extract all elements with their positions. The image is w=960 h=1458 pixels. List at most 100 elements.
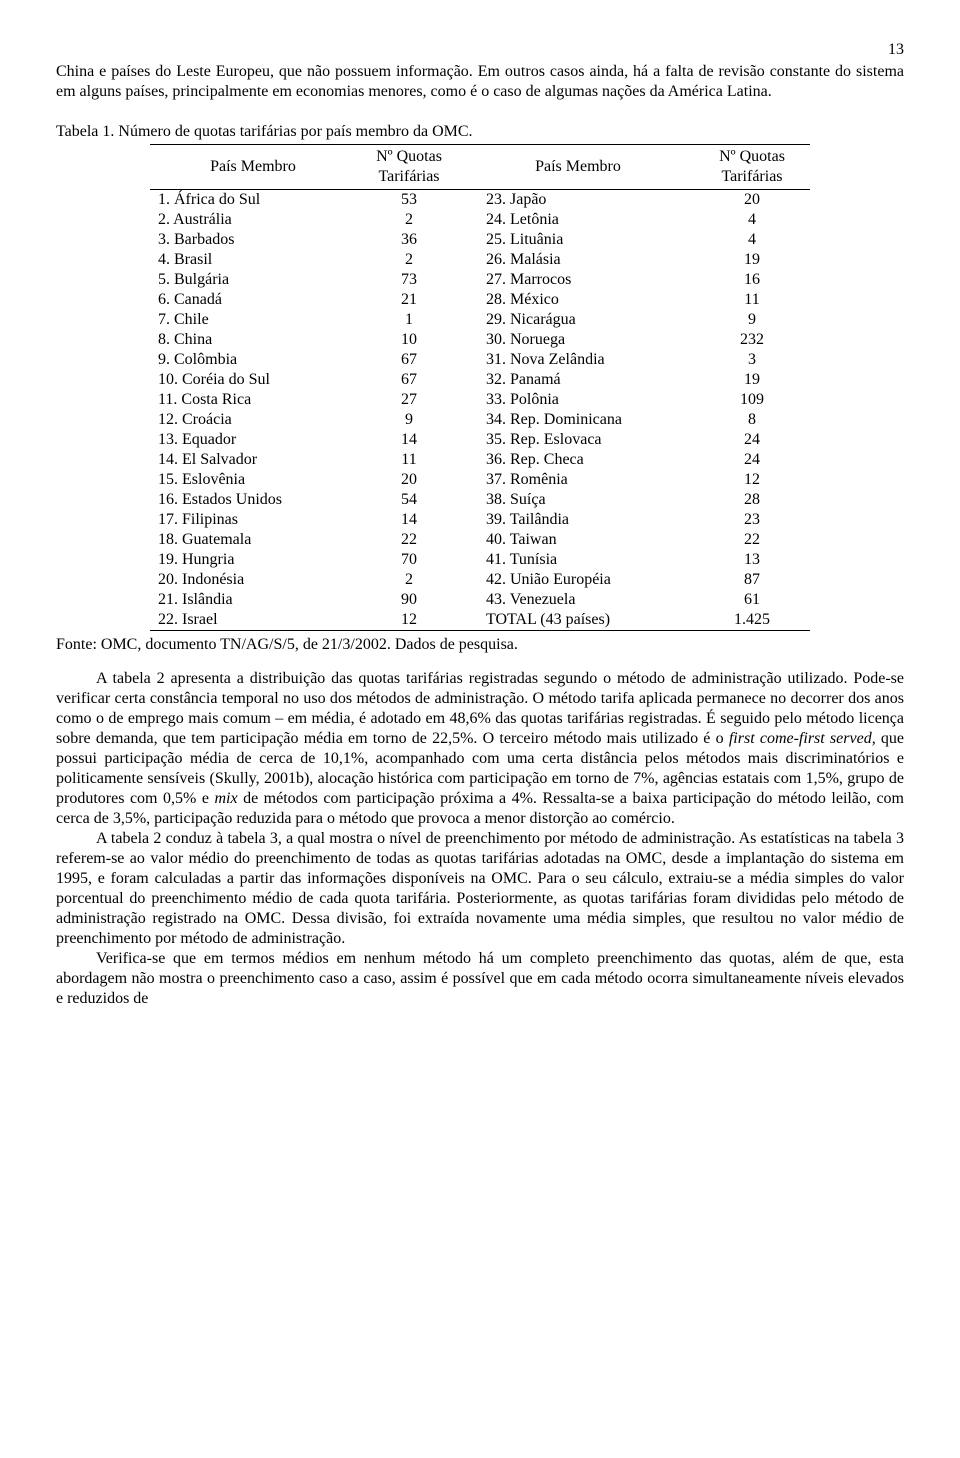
- cell-quota-left: 14: [356, 430, 462, 450]
- cell-quota-left: 12: [356, 610, 462, 631]
- cell-country-left: 12. Croácia: [150, 410, 356, 430]
- cell-quota-right: 87: [694, 570, 810, 590]
- cell-quota-right: 19: [694, 370, 810, 390]
- paragraph-2-em2: mix: [214, 790, 237, 807]
- table-row: 18. Guatemala2240. Taiwan22: [150, 530, 810, 550]
- cell-country-left: 14. El Salvador: [150, 450, 356, 470]
- cell-quota-left: 11: [356, 450, 462, 470]
- cell-quota-left: 20: [356, 470, 462, 490]
- cell-country-left: 10. Coréia do Sul: [150, 370, 356, 390]
- cell-quota-right: 23: [694, 510, 810, 530]
- cell-quota-right: 19: [694, 250, 810, 270]
- cell-country-right: 30. Noruega: [462, 330, 694, 350]
- cell-country-right: 39. Tailândia: [462, 510, 694, 530]
- cell-country-right: 41. Tunísia: [462, 550, 694, 570]
- cell-country-left: 13. Equador: [150, 430, 356, 450]
- cell-country-right: 33. Polônia: [462, 390, 694, 410]
- header-quotas-right-bot: Tarifárias: [702, 167, 802, 187]
- cell-country-left: 5. Bulgária: [150, 270, 356, 290]
- header-quotas-left: Nº Quotas Tarifárias: [356, 145, 462, 190]
- cell-quota-right: 16: [694, 270, 810, 290]
- paragraph-2: A tabela 2 apresenta a distribuição das …: [56, 669, 904, 829]
- cell-quota-left: 10: [356, 330, 462, 350]
- cell-quota-right: 109: [694, 390, 810, 410]
- cell-quota-left: 9: [356, 410, 462, 430]
- cell-quota-left: 36: [356, 230, 462, 250]
- cell-country-right: TOTAL (43 países): [462, 610, 694, 631]
- cell-quota-right: 28: [694, 490, 810, 510]
- cell-country-left: 11. Costa Rica: [150, 390, 356, 410]
- cell-country-right: 38. Suíça: [462, 490, 694, 510]
- cell-quota-left: 21: [356, 290, 462, 310]
- header-quotas-left-top: Nº Quotas: [364, 147, 454, 167]
- cell-quota-left: 70: [356, 550, 462, 570]
- cell-country-left: 22. Israel: [150, 610, 356, 631]
- table-1-body: 1. África do Sul5323. Japão202. Austráli…: [150, 190, 810, 631]
- cell-quota-left: 53: [356, 190, 462, 211]
- cell-quota-left: 27: [356, 390, 462, 410]
- cell-quota-right: 232: [694, 330, 810, 350]
- table-row: 4. Brasil226. Malásia19: [150, 250, 810, 270]
- table-row: 11. Costa Rica2733. Polônia109: [150, 390, 810, 410]
- cell-country-right: 34. Rep. Dominicana: [462, 410, 694, 430]
- cell-country-left: 3. Barbados: [150, 230, 356, 250]
- cell-country-left: 6. Canadá: [150, 290, 356, 310]
- cell-quota-left: 67: [356, 370, 462, 390]
- cell-country-left: 21. Islândia: [150, 590, 356, 610]
- cell-country-left: 4. Brasil: [150, 250, 356, 270]
- cell-quota-left: 2: [356, 210, 462, 230]
- table-row: 8. China1030. Noruega232: [150, 330, 810, 350]
- cell-quota-right: 61: [694, 590, 810, 610]
- cell-quota-right: 4: [694, 230, 810, 250]
- cell-quota-right: 11: [694, 290, 810, 310]
- intro-paragraph: China e países do Leste Europeu, que não…: [56, 62, 904, 102]
- cell-country-right: 24. Letônia: [462, 210, 694, 230]
- cell-country-right: 42. União Européia: [462, 570, 694, 590]
- cell-country-left: 18. Guatemala: [150, 530, 356, 550]
- header-member-left: País Membro: [150, 145, 356, 190]
- cell-country-right: 28. México: [462, 290, 694, 310]
- cell-country-right: 29. Nicarágua: [462, 310, 694, 330]
- cell-country-right: 25. Lituânia: [462, 230, 694, 250]
- table-row: 13. Equador1435. Rep. Eslovaca24: [150, 430, 810, 450]
- cell-quota-right: 1.425: [694, 610, 810, 631]
- table-row: 6. Canadá2128. México11: [150, 290, 810, 310]
- header-quotas-left-bot: Tarifárias: [364, 167, 454, 187]
- cell-country-left: 20. Indonésia: [150, 570, 356, 590]
- cell-country-right: 36. Rep. Checa: [462, 450, 694, 470]
- cell-country-right: 23. Japão: [462, 190, 694, 211]
- cell-quota-left: 22: [356, 530, 462, 550]
- table-1-wrap: Tabela 1. Número de quotas tarifárias po…: [56, 122, 904, 631]
- table-row: 19. Hungria7041. Tunísia13: [150, 550, 810, 570]
- cell-country-right: 37. Romênia: [462, 470, 694, 490]
- table-row: 1. África do Sul5323. Japão20: [150, 190, 810, 211]
- cell-quota-left: 67: [356, 350, 462, 370]
- table-1-title: Tabela 1. Número de quotas tarifárias po…: [56, 122, 904, 142]
- table-row: 17. Filipinas1439. Tailândia23: [150, 510, 810, 530]
- cell-quota-right: 12: [694, 470, 810, 490]
- table-row: 20. Indonésia242. União Européia87: [150, 570, 810, 590]
- cell-quota-right: 20: [694, 190, 810, 211]
- cell-country-right: 32. Panamá: [462, 370, 694, 390]
- table-row: 2. Austrália224. Letônia4: [150, 210, 810, 230]
- cell-country-left: 16. Estados Unidos: [150, 490, 356, 510]
- cell-country-left: 1. África do Sul: [150, 190, 356, 211]
- cell-country-left: 9. Colômbia: [150, 350, 356, 370]
- cell-country-left: 7. Chile: [150, 310, 356, 330]
- header-member-right: País Membro: [462, 145, 694, 190]
- cell-country-right: 40. Taiwan: [462, 530, 694, 550]
- cell-quota-left: 73: [356, 270, 462, 290]
- header-quotas-right: Nº Quotas Tarifárias: [694, 145, 810, 190]
- cell-quota-left: 54: [356, 490, 462, 510]
- table-row: 12. Croácia934. Rep. Dominicana8: [150, 410, 810, 430]
- cell-country-left: 15. Eslovênia: [150, 470, 356, 490]
- cell-quota-right: 3: [694, 350, 810, 370]
- table-row: 9. Colômbia6731. Nova Zelândia3: [150, 350, 810, 370]
- cell-quota-left: 14: [356, 510, 462, 530]
- table-row: 22. Israel12TOTAL (43 países)1.425: [150, 610, 810, 631]
- table-row: 14. El Salvador1136. Rep. Checa24: [150, 450, 810, 470]
- cell-country-right: 43. Venezuela: [462, 590, 694, 610]
- table-1-source: Fonte: OMC, documento TN/AG/S/5, de 21/3…: [56, 635, 904, 655]
- cell-quota-right: 22: [694, 530, 810, 550]
- cell-quota-right: 24: [694, 450, 810, 470]
